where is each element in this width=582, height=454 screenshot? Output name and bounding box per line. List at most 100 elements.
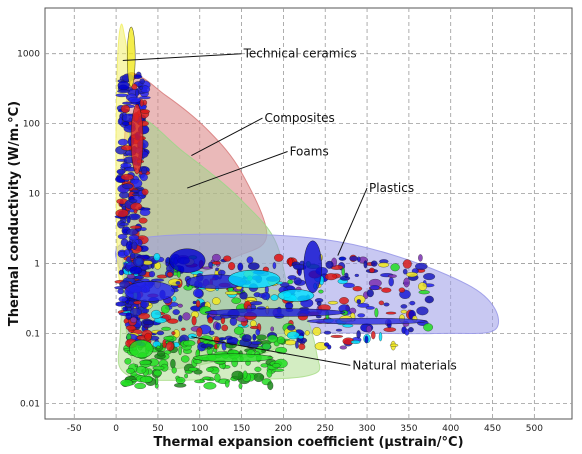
material-bubble <box>212 253 221 262</box>
material-bubble <box>385 311 397 315</box>
x-tick-label: 0 <box>113 424 119 434</box>
material-bubble <box>364 335 369 344</box>
material-bubble <box>418 254 423 262</box>
material-bubble <box>139 376 153 383</box>
material-bubble <box>139 99 144 107</box>
material-bubble <box>139 86 143 90</box>
material-bubble <box>304 330 310 336</box>
y-tick-label: 1 <box>34 260 40 270</box>
material-bubble <box>175 281 181 285</box>
material-bubble <box>126 228 138 236</box>
material-bubble <box>177 303 183 308</box>
material-bubble <box>122 121 130 126</box>
material-bubble <box>356 299 361 304</box>
material-bubble <box>204 308 346 317</box>
material-bubble <box>119 280 131 289</box>
material-bubble <box>128 339 154 359</box>
material-bubble <box>115 209 129 218</box>
material-bubble <box>374 307 379 318</box>
material-bubble <box>272 262 277 270</box>
material-bubble <box>150 309 162 320</box>
tick-labels: -50 0 50 100 150 200 250 300 350 400 450 500 0.01 0.1… <box>17 50 543 434</box>
material-bubble <box>122 183 134 189</box>
material-bubble <box>120 379 133 387</box>
family-label: Foams <box>290 144 329 158</box>
material-bubble <box>403 277 410 288</box>
material-bubble <box>266 369 273 378</box>
material-bubble <box>187 333 197 339</box>
material-bubble <box>267 334 278 343</box>
material-bubble <box>180 355 190 363</box>
material-bubble <box>323 330 332 335</box>
material-bubble <box>183 340 196 347</box>
material-bubble <box>261 342 272 350</box>
material-bubble <box>152 365 165 371</box>
material-bubble <box>203 382 217 390</box>
material-bubble <box>138 217 148 224</box>
leader-line <box>187 151 288 189</box>
material-bubble <box>126 367 135 374</box>
material-bubble <box>171 367 177 374</box>
material-bubble <box>172 309 180 315</box>
material-bubble <box>202 376 211 381</box>
material-bubble <box>120 104 130 113</box>
material-bubble <box>117 89 131 93</box>
material-bubble <box>153 253 161 261</box>
material-bubble <box>366 325 372 333</box>
material-bubble <box>371 330 376 340</box>
material-bubble <box>144 332 152 341</box>
material-bubble <box>277 289 315 302</box>
material-bubble <box>168 248 206 273</box>
x-tick-label: 200 <box>275 424 292 434</box>
material-bubble <box>272 363 281 368</box>
material-bubble <box>196 327 203 337</box>
material-bubble <box>141 166 148 175</box>
material-bubble <box>161 304 170 314</box>
leader-line <box>122 53 242 61</box>
material-bubble <box>228 262 236 271</box>
x-tick-label: 50 <box>152 424 164 434</box>
material-bubble <box>162 339 167 349</box>
y-tick-label: 0.01 <box>20 399 40 409</box>
family-label: Technical ceramics <box>243 47 357 61</box>
material-bubble <box>124 281 175 302</box>
material-bubble <box>288 257 293 267</box>
material-bubble <box>221 324 229 332</box>
y-tick-label: 0.1 <box>26 330 40 340</box>
material-bubbles <box>114 26 436 391</box>
y-tick-label: 100 <box>23 120 40 130</box>
material-bubble <box>215 322 222 331</box>
material-bubble <box>349 256 359 262</box>
material-bubble <box>163 336 174 341</box>
material-bubble <box>135 365 147 374</box>
material-bubble <box>171 331 176 335</box>
x-axis-title: Thermal expansion coefficient (µstrain/°… <box>153 435 463 450</box>
y-tick-label: 1000 <box>17 50 40 60</box>
material-bubble <box>274 253 284 262</box>
material-bubble <box>285 302 294 310</box>
material-bubble <box>166 271 174 278</box>
material-bubble <box>172 296 177 302</box>
material-bubble <box>312 327 322 336</box>
material-bubble <box>208 261 213 269</box>
x-tick-label: 450 <box>484 424 501 434</box>
material-bubble <box>424 295 434 304</box>
material-bubble <box>295 340 299 349</box>
material-bubble <box>423 273 436 281</box>
material-bubble <box>215 267 219 272</box>
material-bubble <box>126 256 132 263</box>
x-tick-label: 250 <box>317 424 334 434</box>
material-bubble <box>133 300 142 305</box>
material-bubble <box>119 222 129 227</box>
material-bubble <box>231 370 244 380</box>
material-bubble <box>366 289 374 298</box>
material-bubble <box>390 263 400 272</box>
material-bubble <box>389 343 399 347</box>
material-bubble <box>131 241 138 250</box>
material-bubble <box>130 202 143 211</box>
material-bubble <box>134 364 139 368</box>
material-bubble <box>324 273 338 281</box>
material-bubble <box>178 314 183 322</box>
leader-line <box>191 117 263 156</box>
